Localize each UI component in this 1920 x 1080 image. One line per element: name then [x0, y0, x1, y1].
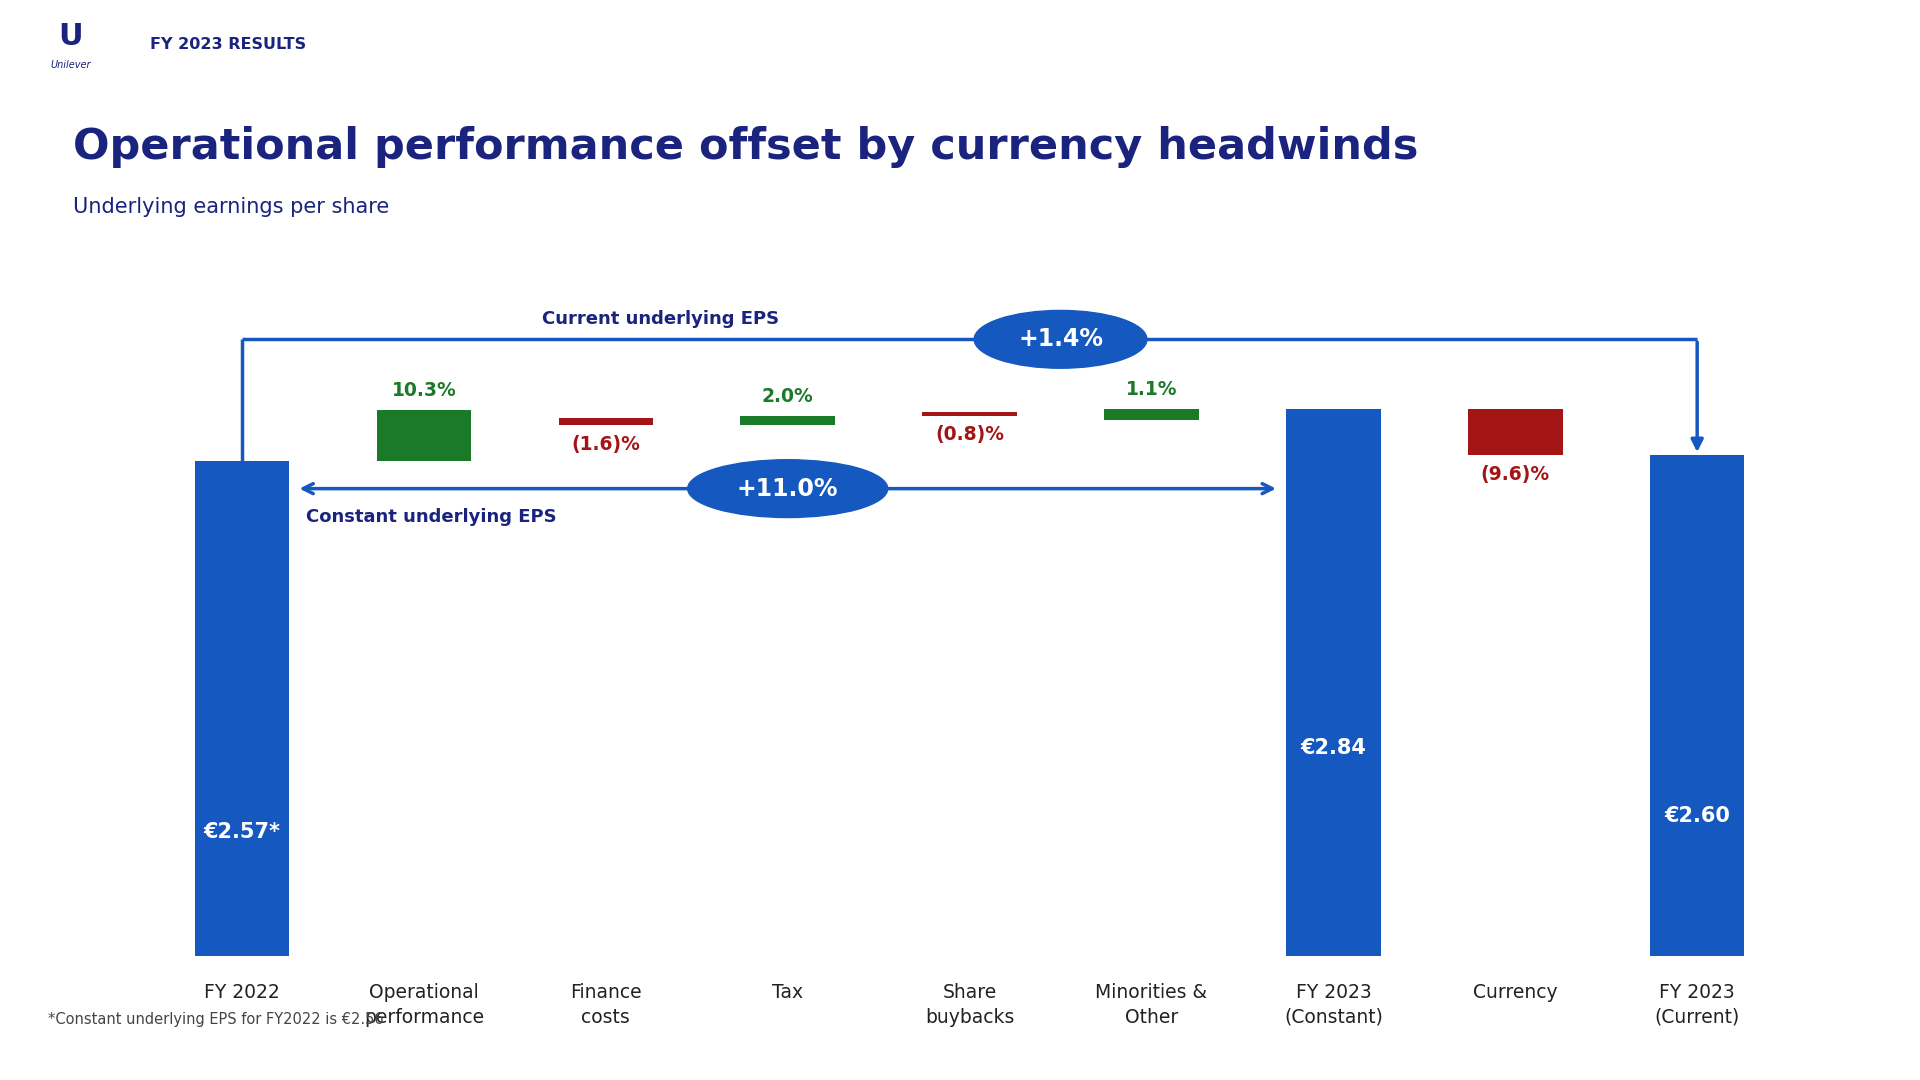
Text: €2.60: €2.60 — [1665, 806, 1730, 825]
Bar — [194, 461, 290, 956]
Text: 2.0%: 2.0% — [762, 387, 814, 406]
Text: Minorities &
Other: Minorities & Other — [1096, 983, 1208, 1027]
Text: 1.1%: 1.1% — [1125, 380, 1177, 399]
Text: 10.3%: 10.3% — [392, 381, 457, 400]
Text: U: U — [60, 23, 83, 52]
Text: (1.6)%: (1.6)% — [572, 435, 639, 454]
Bar — [559, 418, 653, 426]
Text: Operational
performance: Operational performance — [365, 983, 484, 1027]
Text: Underlying earnings per share: Underlying earnings per share — [73, 197, 390, 217]
Text: FY 2022: FY 2022 — [204, 983, 280, 1002]
Text: Tax: Tax — [772, 983, 803, 1002]
Text: Finance
costs: Finance costs — [570, 983, 641, 1027]
Bar — [922, 411, 1018, 416]
Ellipse shape — [687, 460, 887, 517]
Text: Current underlying EPS: Current underlying EPS — [541, 310, 780, 327]
Text: +11.0%: +11.0% — [737, 476, 839, 501]
Text: 17: 17 — [1857, 1025, 1882, 1042]
Bar — [1469, 408, 1563, 455]
Text: €2.57*: €2.57* — [204, 822, 280, 842]
Bar — [376, 409, 470, 461]
Text: (9.6)%: (9.6)% — [1480, 464, 1549, 484]
Text: Constant underlying EPS: Constant underlying EPS — [305, 508, 557, 526]
Text: +1.4%: +1.4% — [1018, 327, 1104, 351]
Bar — [1649, 455, 1745, 956]
Text: *Constant underlying EPS for FY2022 is €2.56: *Constant underlying EPS for FY2022 is €… — [48, 1012, 384, 1027]
Bar — [1286, 408, 1380, 956]
Text: €2.84: €2.84 — [1300, 738, 1367, 758]
Text: Share
buybacks: Share buybacks — [925, 983, 1014, 1027]
Bar — [741, 416, 835, 426]
Text: (0.8)%: (0.8)% — [935, 426, 1004, 444]
Bar — [1104, 408, 1198, 420]
Text: Operational performance offset by currency headwinds: Operational performance offset by curren… — [73, 126, 1419, 168]
Text: FY 2023
(Current): FY 2023 (Current) — [1655, 983, 1740, 1027]
Text: Unilever: Unilever — [50, 59, 92, 69]
Text: FY 2023
(Constant): FY 2023 (Constant) — [1284, 983, 1382, 1027]
Text: FY 2023 RESULTS: FY 2023 RESULTS — [150, 37, 305, 52]
Text: Currency: Currency — [1473, 983, 1557, 1002]
Ellipse shape — [973, 310, 1146, 368]
